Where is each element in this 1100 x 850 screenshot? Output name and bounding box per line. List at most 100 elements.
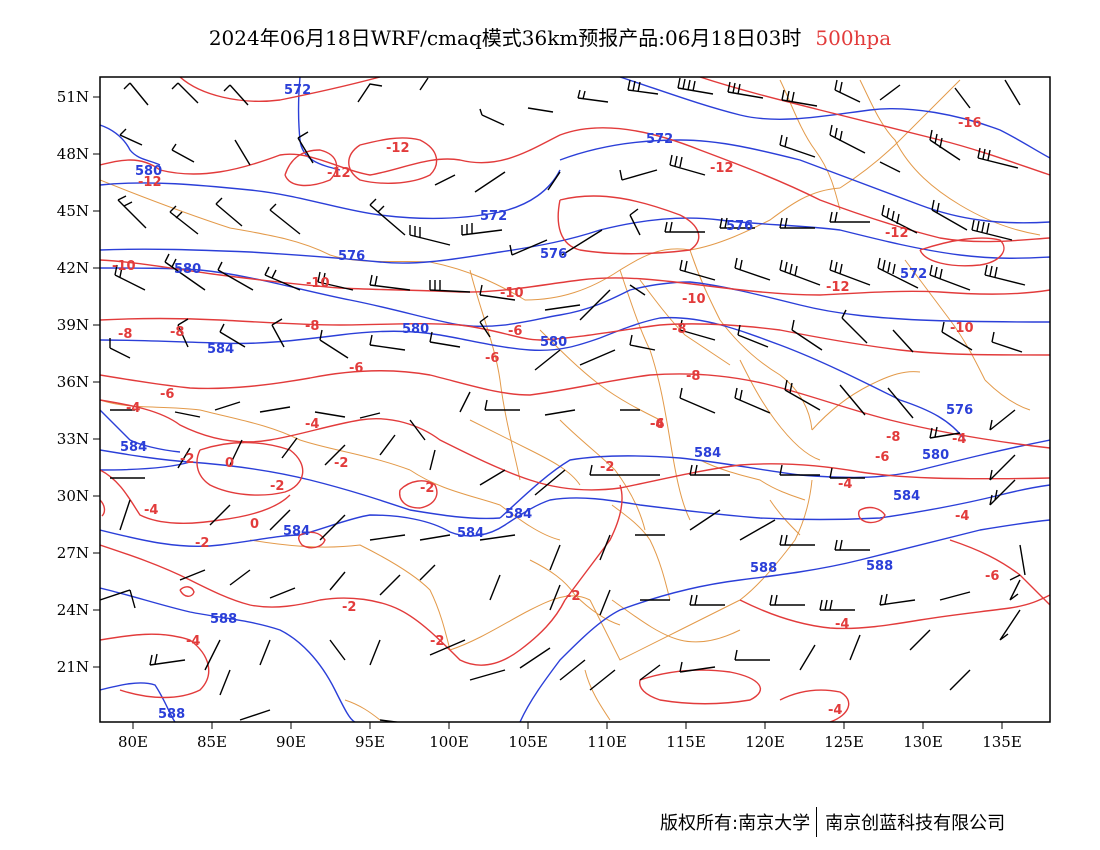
height-label: 572 [646, 132, 673, 147]
temperature-label: -2 [566, 589, 580, 604]
y-tick-label: 21N [57, 658, 89, 676]
y-tick-label: 36N [57, 373, 89, 391]
x-tick-label: 115E [666, 733, 706, 751]
temperature-label: -2 [600, 460, 614, 475]
y-tick-label: 48N [57, 145, 89, 163]
y-tick-label: 24N [57, 601, 89, 619]
x-axis [132, 722, 1003, 729]
y-tick-labels: 51N 48N 45N 42N 39N 36N 33N 30N 27N 24N … [57, 88, 89, 676]
x-tick-label: 105E [508, 733, 548, 751]
y-tick-label: 39N [57, 316, 89, 334]
height-label: 580 [174, 262, 201, 277]
height-label: 584 [283, 524, 310, 539]
temperature-label: 0 [225, 456, 234, 471]
y-axis [93, 96, 100, 668]
x-tick-label: 95E [355, 733, 385, 751]
y-tick-label: 51N [57, 88, 89, 106]
temperature-label: -10 [682, 292, 706, 307]
temperature-label: -8 [305, 319, 319, 334]
y-tick-label: 27N [57, 544, 89, 562]
temperature-label: -8 [118, 327, 132, 342]
temperature-label: -2 [342, 600, 356, 615]
boundary-lines [100, 79, 1041, 721]
height-label: 584 [893, 489, 920, 504]
temperature-label: -12 [826, 280, 850, 295]
temperature-label: -12 [386, 141, 410, 156]
height-label: 580 [540, 335, 567, 350]
height-label: 572 [284, 83, 311, 98]
temperature-label: -10 [950, 321, 974, 336]
height-label: 580 [922, 448, 949, 463]
temperature-label: -8 [886, 430, 900, 445]
temperature-label: -4 [955, 509, 969, 524]
temperature-label-group: -12 -12 -12 -10 -10 -10 -8 -8 -6 -6 -6 -… [112, 116, 999, 718]
x-tick-label: 135E [982, 733, 1022, 751]
temperature-label: -2 [180, 452, 194, 467]
temperature-label: -4 [952, 432, 966, 447]
temperature-label: -10 [500, 286, 524, 301]
company-text: 南京创蓝科技有限公司 [825, 813, 1006, 834]
x-tick-label: 120E [745, 733, 785, 751]
height-label: 576 [338, 249, 365, 264]
height-label-group: 572 572 572 576 576 576 580 580 584 584 … [120, 83, 973, 722]
height-label: 576 [946, 403, 973, 418]
temperature-label: -6 [160, 387, 174, 402]
temperature-label: -10 [112, 259, 136, 274]
pressure-level-label: 500hpa [815, 26, 892, 50]
temperature-label: -8 [686, 369, 700, 384]
y-tick-label: 33N [57, 430, 89, 448]
temperature-label: -8 [170, 325, 184, 340]
temperature-label: -4 [650, 417, 664, 432]
temperature-label: -2 [270, 479, 284, 494]
height-label: 580 [135, 164, 162, 179]
height-label: 584 [120, 440, 147, 455]
plot-frame [99, 76, 1051, 723]
y-tick-label: 30N [57, 487, 89, 505]
temperature-label: -4 [186, 634, 200, 649]
height-label: 572 [480, 209, 507, 224]
height-label: 584 [457, 526, 484, 541]
height-label: 576 [540, 247, 567, 262]
x-tick-label: 125E [824, 733, 864, 751]
temperature-label: -2 [334, 456, 348, 471]
height-label: 588 [866, 559, 893, 574]
temperature-label: -6 [349, 361, 363, 376]
temperature-label: -16 [958, 116, 982, 131]
x-tick-label: 85E [197, 733, 227, 751]
temperature-label: -4 [126, 401, 140, 416]
copyright-text: 版权所有:南京大学 [660, 813, 811, 834]
temperature-label: -12 [327, 166, 351, 181]
temperature-label: -4 [144, 503, 158, 518]
height-label: 584 [694, 446, 721, 461]
height-label: 588 [210, 612, 237, 627]
copyright-footer: 版权所有:南京大学 南京创蓝科技有限公司 [660, 807, 1006, 837]
y-tick-label: 45N [57, 202, 89, 220]
temperature-label: -2 [430, 634, 444, 649]
temperature-label: 0 [250, 517, 259, 532]
temperature-label: -12 [138, 175, 162, 190]
x-tick-label: 110E [587, 733, 627, 751]
temperature-contours [100, 77, 1050, 722]
temperature-label: -2 [195, 536, 209, 551]
footer-divider [816, 807, 818, 837]
title-text: 2024年06月18日WRF/cmaq模式36km预报产品:06月18日03时 [208, 26, 802, 50]
x-tick-labels: 80E 85E 90E 95E 100E 105E 110E 115E 120E… [118, 733, 1022, 751]
temperature-label: -6 [875, 450, 889, 465]
x-tick-label: 90E [276, 733, 306, 751]
height-label: 576 [726, 219, 753, 234]
y-tick-label: 42N [57, 259, 89, 277]
height-label: 588 [158, 707, 185, 722]
height-label: 584 [505, 507, 532, 522]
temperature-label: -6 [508, 324, 522, 339]
height-label: 588 [750, 561, 777, 576]
x-tick-label: 80E [118, 733, 148, 751]
height-label: 584 [207, 342, 234, 357]
height-label: 572 [900, 267, 927, 282]
temperature-label: -6 [650, 417, 664, 432]
temperature-label: -4 [305, 417, 319, 432]
temperature-label: -6 [985, 569, 999, 584]
height-label: 580 [402, 322, 429, 337]
temperature-label: -4 [828, 703, 842, 718]
wind-barbs [100, 77, 1026, 722]
